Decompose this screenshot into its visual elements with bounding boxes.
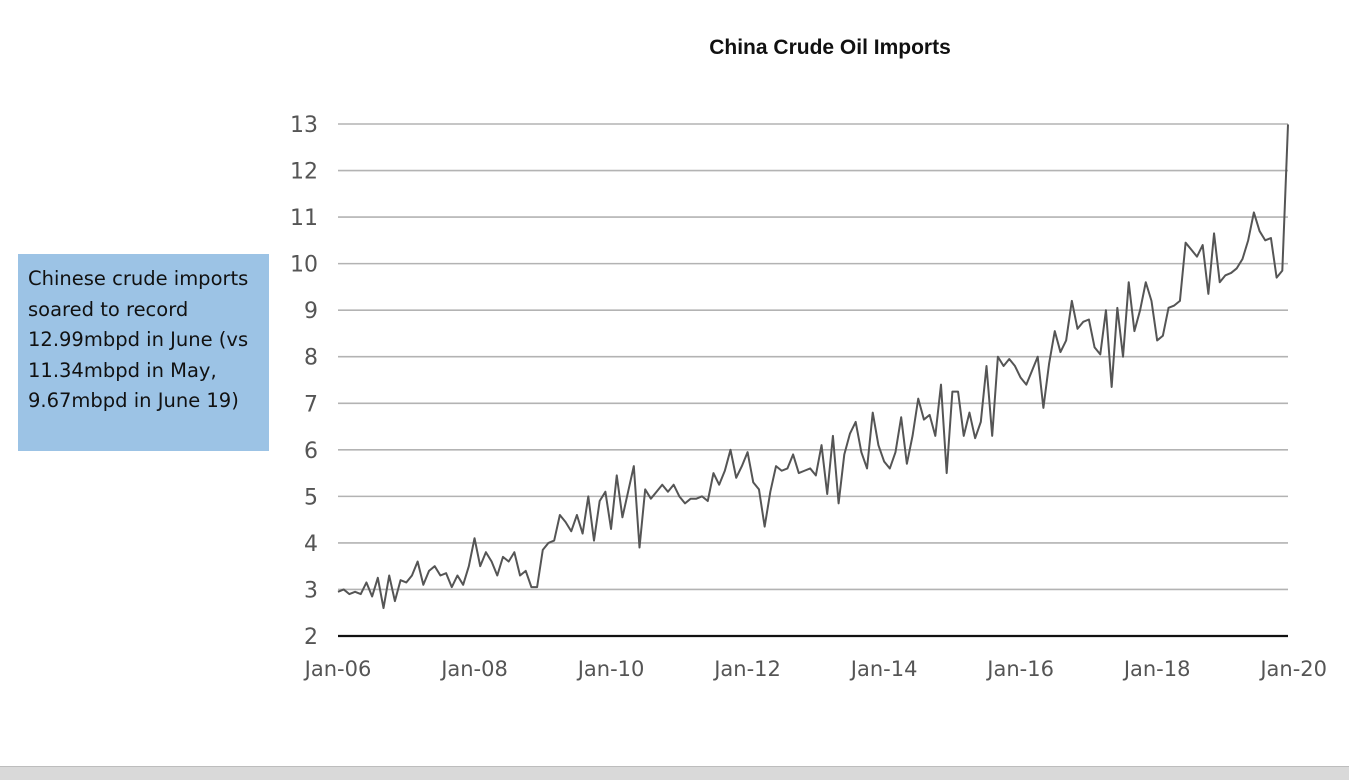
- y-tick-label: 4: [304, 532, 318, 557]
- x-tick-label: Jan-18: [1122, 657, 1191, 681]
- y-tick-label: 12: [290, 160, 318, 185]
- y-tick-label: 5: [304, 485, 318, 510]
- series-line-imports: [337, 124, 1289, 610]
- x-tick-label: Jan-06: [303, 657, 372, 681]
- series-layer: [337, 124, 1289, 610]
- y-axis-ticks: 2 3 4 5 6 7 8 9 10 11 12 13: [290, 113, 318, 650]
- callout-box: Chinese crude imports soared to record 1…: [18, 254, 269, 451]
- y-tick-label: 7: [304, 392, 318, 417]
- x-tick-label: Jan-10: [576, 657, 645, 681]
- x-tick-label: Jan-20: [1258, 657, 1327, 681]
- y-tick-label: 11: [290, 206, 318, 231]
- y-tick-label: 8: [304, 346, 318, 371]
- y-tick-label: 10: [290, 253, 318, 278]
- y-tick-label: 2: [304, 625, 318, 650]
- window-bottom-bar: [0, 766, 1349, 780]
- y-tick-label: 9: [304, 299, 318, 324]
- x-tick-label: Jan-16: [985, 657, 1054, 681]
- y-tick-label: 6: [304, 439, 318, 464]
- y-tick-label: 3: [304, 578, 318, 603]
- x-tick-label: Jan-14: [849, 657, 918, 681]
- x-tick-label: Jan-08: [439, 657, 508, 681]
- grid-lines: [338, 123, 1288, 638]
- x-axis-ticks: Jan-06 Jan-08 Jan-10 Jan-12 Jan-14 Jan-16 Jan-…: [303, 657, 1327, 681]
- chart-title: China Crude Oil Imports: [709, 36, 951, 59]
- x-tick-label: Jan-12: [712, 657, 781, 681]
- y-tick-label: 13: [290, 113, 318, 138]
